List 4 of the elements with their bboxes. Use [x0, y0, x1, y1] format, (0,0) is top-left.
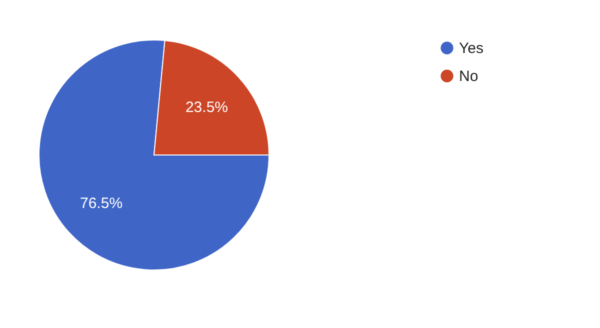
data-label: 76.5% — [80, 194, 123, 212]
data-label: 23.5% — [185, 99, 228, 116]
legend-label: No — [459, 68, 478, 85]
legend-label: Yes — [459, 40, 484, 57]
